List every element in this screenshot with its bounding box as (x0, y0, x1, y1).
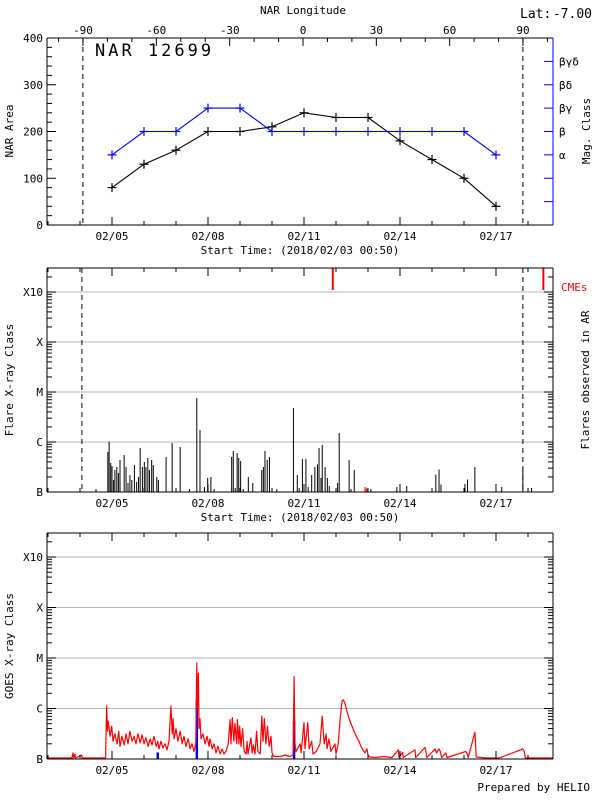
date-tick-label: 02/08 (191, 497, 224, 510)
flares-panel: 02/05 02/08 02/11 02/14 02/17 B C M X X10 (23, 267, 554, 510)
goes-panel: 02/05 02/08 02/11 02/14 02/17 B C M X X10 (23, 532, 554, 777)
date-tick-label: 02/08 (191, 230, 224, 243)
date-tick-label: 02/17 (479, 230, 512, 243)
xray-class-tick-label: M (36, 386, 43, 399)
area-tick-label: 0 (36, 219, 43, 232)
cmes-label: CMEs (561, 281, 588, 294)
start-time-label-middle: Start Time: (2018/02/03 00:50) (201, 511, 400, 524)
xray-class-tick-label: X10 (23, 286, 43, 299)
xray-class-tick-label: B (36, 486, 43, 499)
mag-class-tick-label: βγ (559, 102, 573, 115)
date-tick-label: 02/05 (95, 764, 128, 777)
longitude-tick-label: 30 (370, 24, 383, 37)
date-tick-label: 02/14 (383, 230, 416, 243)
flare-xray-axis-label: Flare X-ray Class (3, 324, 16, 437)
date-tick-label: 02/11 (287, 764, 320, 777)
latitude-label: Lat: (520, 7, 551, 22)
area-tick-label: 300 (23, 79, 43, 92)
xray-class-tick-label: M (36, 652, 43, 665)
date-tick-label: 02/05 (95, 230, 128, 243)
date-tick-label: 02/17 (479, 764, 512, 777)
longitude-tick-label: 60 (443, 24, 456, 37)
xray-class-tick-label: X10 (23, 551, 43, 564)
nar-area-line (111, 112, 497, 207)
longitude-tick-label: -30 (220, 24, 240, 37)
prepared-by-credit: Prepared by HELIO (477, 781, 590, 794)
longitude-tick-label: 0 (300, 24, 307, 37)
longitude-tick-label: -90 (73, 24, 93, 37)
nar-area-axis-label: NAR Area (3, 105, 16, 158)
xray-class-tick-label: C (36, 436, 43, 449)
date-tick-label: 02/05 (95, 497, 128, 510)
date-tick-label: 02/17 (479, 497, 512, 510)
date-tick-label: 02/08 (191, 764, 224, 777)
xray-class-tick-label: C (36, 703, 43, 716)
longitude-tick-label: -60 (146, 24, 166, 37)
xray-class-tick-label: X (36, 336, 43, 349)
date-tick-label: 02/11 (287, 497, 320, 510)
date-tick-label: 02/14 (383, 764, 416, 777)
mag-class-tick-label: β (559, 126, 566, 139)
area-tick-label: 400 (23, 32, 43, 45)
xray-class-tick-label: B (36, 753, 43, 766)
page-title: NAR 12699 (95, 41, 214, 61)
mag-class-tick-label: α (559, 149, 566, 162)
area-tick-label: 100 (23, 172, 43, 185)
date-tick-label: 02/14 (383, 497, 416, 510)
flares-observed-label: Flares observed in AR (579, 310, 592, 449)
mag-class-axis-label: Mag. Class (580, 98, 593, 164)
start-time-label-top: Start Time: (2018/02/03 00:50) (201, 244, 400, 257)
mag-class-tick-label: βδ (559, 79, 572, 92)
latitude-value: -7.00 (553, 7, 592, 22)
mag-class-tick-label: βγδ (559, 55, 579, 68)
xray-class-tick-label: X (36, 602, 43, 615)
area-tick-label: 200 (23, 126, 43, 139)
nar-area-panel: 02/05 02/08 02/11 02/14 02/17 -90 -60 -30 0 30 60 9… (23, 24, 579, 243)
date-tick-label: 02/11 (287, 230, 320, 243)
longitude-axis-title: NAR Longitude (260, 4, 346, 17)
goes-xray-axis-label: GOES X-ray Class (3, 593, 16, 699)
longitude-tick-label: 90 (516, 24, 529, 37)
goes-flux-line (47, 662, 553, 759)
